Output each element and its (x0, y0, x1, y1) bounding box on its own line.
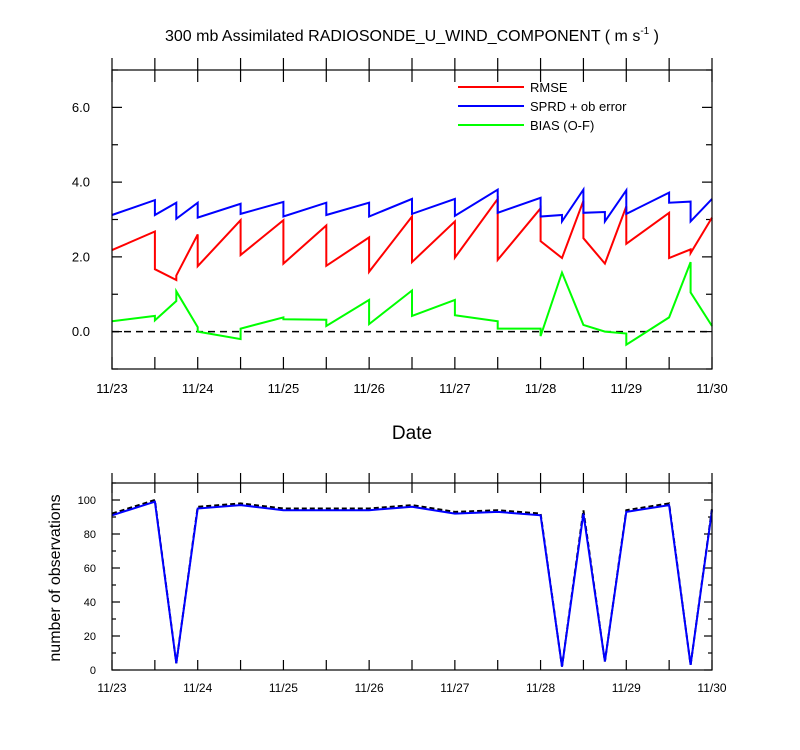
top-tick-labels: 11/23 11/24 11/25 11/26 11/27 11/28 11/29 11/30… (72, 100, 728, 396)
x-tick-label: 11/29 (612, 681, 641, 695)
y-tick-label: 80 (84, 529, 96, 541)
x-axis-label: Date (392, 423, 432, 444)
series-line-rmse (111, 195, 713, 282)
top-chart: 300 mb Assimilated RADIOSONDE_U_WIND_COM… (72, 26, 728, 444)
bottom-tick-labels: 11/23 11/24 11/25 11/26 11/27 11/28 11/29 11/30… (78, 495, 727, 695)
x-tick-label: 11/30 (696, 381, 728, 396)
x-tick-label: 11/26 (353, 381, 385, 396)
top-chart-title: 300 mb Assimilated RADIOSONDE_U_WIND_COM… (165, 26, 659, 45)
top-series-group (111, 186, 713, 347)
y-tick-label: 2.0 (72, 249, 90, 264)
x-tick-label: 11/24 (183, 681, 212, 695)
series-line-sprd-ob-error (111, 186, 713, 225)
series-line-assimilated-observations (111, 500, 713, 667)
x-tick-label: 11/23 (96, 381, 128, 396)
series-line-bias-o-f (111, 261, 713, 347)
x-tick-label: 11/25 (268, 381, 300, 396)
y-tick-label: 20 (84, 631, 96, 643)
x-tick-label: 11/28 (526, 681, 555, 695)
x-tick-label: 11/29 (610, 381, 642, 396)
y-tick-label: 60 (84, 563, 96, 575)
y-tick-label: 0 (90, 665, 96, 677)
y-tick-label: 4.0 (72, 175, 90, 190)
y-tick-label: 100 (78, 495, 96, 507)
bottom-axes-ticks (111, 473, 713, 671)
y-tick-label: 0.0 (72, 324, 90, 339)
legend-label: BIAS (O-F) (530, 118, 594, 133)
x-tick-label: 11/23 (97, 681, 126, 695)
bottom-chart: 11/23 11/24 11/25 11/26 11/27 11/28 11/29 11/30… (47, 473, 727, 695)
y-axis-label: number of observations (47, 494, 64, 661)
x-tick-label: 11/27 (440, 681, 469, 695)
bottom-series-group (111, 498, 713, 667)
bottom-plot-frame (111, 482, 713, 671)
top-axes-ticks (111, 58, 713, 370)
y-tick-label: 40 (84, 597, 96, 609)
x-tick-label: 11/30 (697, 681, 726, 695)
x-tick-label: 11/28 (525, 381, 557, 396)
legend-label: RMSE (530, 80, 568, 95)
x-tick-label: 11/25 (269, 681, 298, 695)
legend-label: SPRD + ob error (530, 99, 627, 114)
x-tick-label: 11/24 (182, 381, 214, 396)
x-tick-label: 11/27 (439, 381, 471, 396)
y-tick-label: 6.0 (72, 100, 90, 115)
x-tick-label: 11/26 (355, 681, 384, 695)
series-line-total-observations (111, 498, 713, 667)
legend: RMSE SPRD + ob error BIAS (O-F) (458, 80, 627, 133)
top-plot-frame (111, 69, 713, 370)
